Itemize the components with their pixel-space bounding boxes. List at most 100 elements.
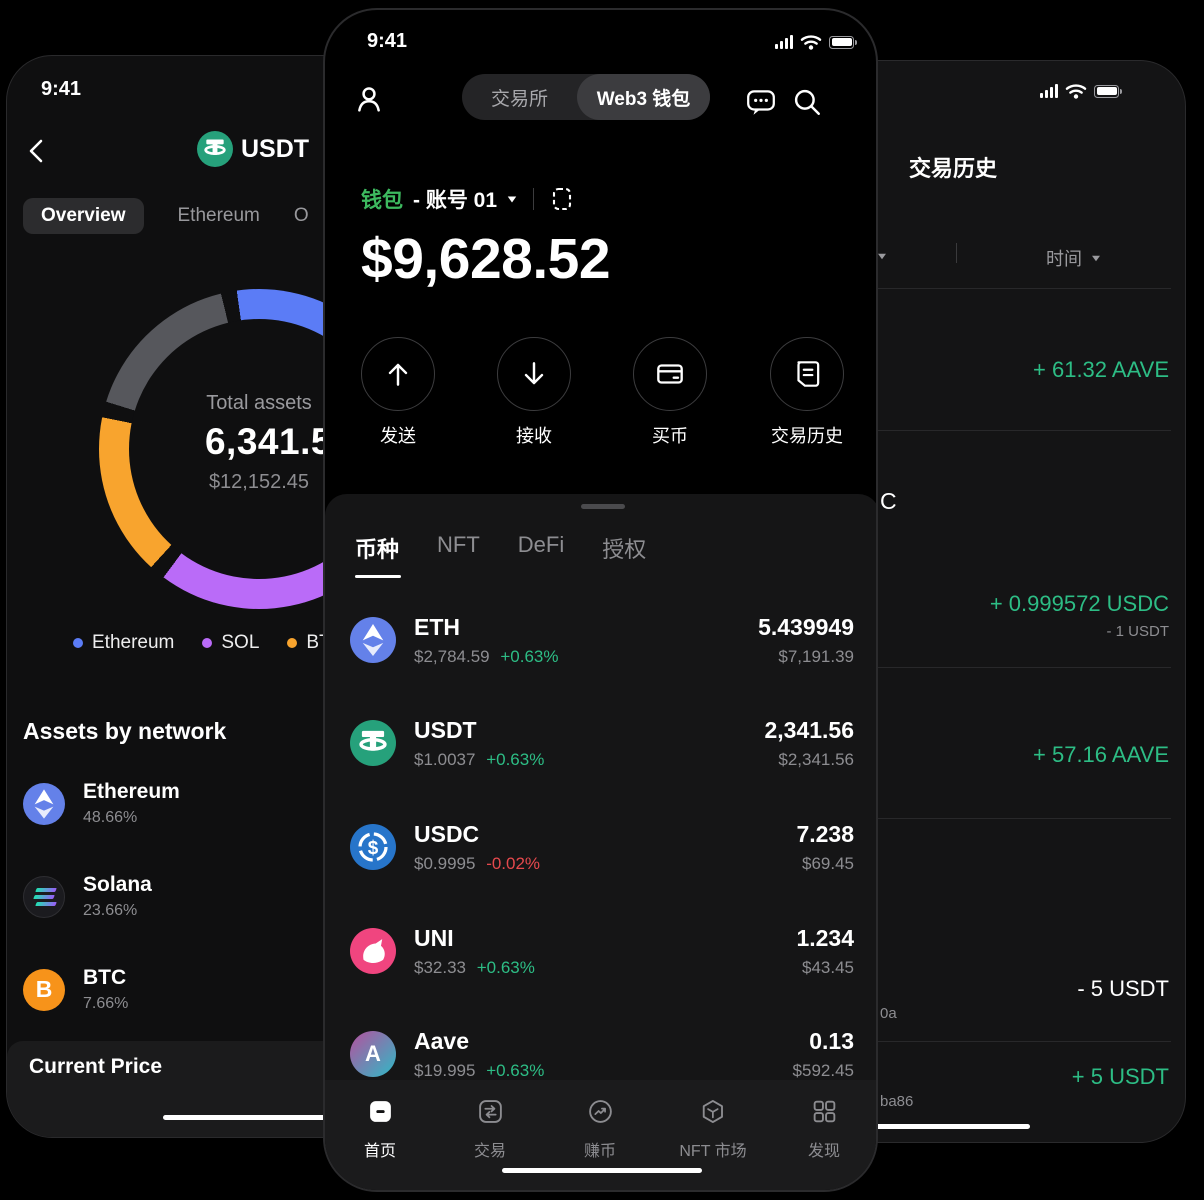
coin-row-usdt[interactable]: USDT $1.0037 +0.63% 2,341.56 $2,341.56 [350,714,854,772]
network-asset-row[interactable]: Ethereum 48.66% [23,780,180,827]
tx-sub-amount: - 1 USDT [1106,623,1169,640]
nav-label: 交易 [473,1143,507,1160]
receive-arrow-down-icon [497,337,571,411]
network-asset-row[interactable]: Solana 23.66% [23,873,152,920]
sheet-tab-DeFi[interactable]: DeFi [517,532,565,557]
transaction-row[interactable]: + 5 USDT [871,1064,1169,1090]
transaction-row[interactable]: + 57.16 AAVE [871,742,1169,768]
coin-row-uni[interactable]: UNI $32.33 +0.63% 1.234 $43.45 [350,922,854,980]
uni-icon [350,928,396,974]
coin-row-eth[interactable]: ETH $2,784.59 +0.63% 5.439949 $7,191.39 [350,611,854,669]
total-balance: $9,628.52 [361,227,611,291]
btc-icon: B [23,968,65,1011]
coin-change: +0.63% [500,646,559,666]
assets-by-network-list: Ethereum 48.66% Solana 23.66% B BTC 7.66% [7,56,585,1137]
legend-item-ethereum: Ethereum [73,632,174,654]
wifi-icon [800,35,822,50]
tab-web3-wallet[interactable]: Web3 钱包 [577,74,710,120]
signal-icon [774,35,793,49]
hidden-filter-caret-fragment[interactable] [878,253,886,260]
donut-legend: EthereumSOLBTC [73,632,344,654]
nav-nft-market[interactable]: NFT 市场 [679,1098,747,1161]
account-label: - 账号 01 [413,189,498,212]
legend-dot [202,638,213,648]
wallet-account-row[interactable]: 钱包 - 账号 01 [361,184,574,214]
network-name: Ethereum [83,780,180,803]
nav-label: NFT 市场 [679,1143,747,1160]
coin-amount: 0.13 [809,1027,854,1054]
network-asset-row[interactable]: B BTC 7.66% [23,966,128,1013]
asset-tab-overview[interactable]: Overview [23,198,144,234]
action-buy-card[interactable]: 买币 [633,337,707,448]
tx-amount: - 5 USDT [1077,976,1169,1001]
nav-label: 发现 [807,1143,841,1160]
signal-icon [1039,84,1058,98]
battery-icon [829,35,857,49]
transaction-row[interactable]: - 5 USDT [871,976,1169,1002]
divider [533,188,535,210]
coin-amount: 5.439949 [758,613,854,640]
network-share: 48.66% [83,809,138,826]
network-share: 23.66% [83,902,138,919]
earn-icon [586,1098,613,1130]
usdt-icon [350,720,396,766]
drag-handle-icon[interactable] [581,504,625,509]
eth-icon [350,617,396,663]
sheet-tab-NFT[interactable]: NFT [437,532,480,557]
nft-market-icon [699,1098,726,1130]
home-indicator [163,1115,435,1120]
coin-price: $1.0037 [414,749,476,769]
nav-trade[interactable]: 交易 [474,1098,506,1161]
action-history-document[interactable]: 交易历史 [770,337,844,448]
legend-dot [73,638,83,648]
solana-icon [23,875,65,918]
donut-title: Total assets [206,392,312,414]
tx-amount: + 5 USDT [1071,1064,1169,1089]
page-title: USDT [241,135,310,163]
action-receive-arrow-down[interactable]: 接收 [497,337,571,448]
transaction-row[interactable]: + 61.32 AAVE [871,357,1169,383]
status-time: 9:41 [41,78,82,100]
coin-price: $19.995 [414,1060,476,1080]
chat-icon[interactable] [745,86,777,118]
sheet-tab-授权[interactable]: 授权 [602,537,647,562]
filter-divider [956,243,957,263]
action-label: 发送 [380,426,416,446]
coin-row-aave[interactable]: A Aave $19.995 +0.63% 0.13 $592.45 [350,1025,854,1083]
coin-price: $32.33 [414,957,466,977]
action-send-arrow-up[interactable]: 发送 [361,337,435,448]
sheet-tab-币种[interactable]: 币种 [355,532,401,578]
status-icons [774,34,857,50]
tx-address-fragment: ba86 [880,1093,914,1110]
action-label: 交易历史 [771,426,843,446]
active-tab-underline [355,574,401,578]
battery-icon [1094,84,1122,98]
coin-value: $7,191.39 [778,646,854,666]
coin-change: +0.63% [486,1060,545,1080]
transaction-row[interactable]: + 0.999572 USDC [871,591,1169,617]
tab-exchange[interactable]: 交易所 [490,88,548,110]
connect-device-icon[interactable] [550,186,574,212]
aave-icon: A [350,1031,396,1077]
coin-value: $2,341.56 [778,749,854,769]
nav-discover[interactable]: 发现 [808,1098,840,1161]
svg-text:$: $ [368,838,379,859]
wifi-icon [1065,84,1087,99]
asset-tab-ethereum[interactable]: Ethereum [177,205,260,226]
asset-tabs: Overview Ethereum O [23,196,309,236]
tx-amount: + 57.16 AAVE [1033,742,1169,767]
assets-by-network-heading: Assets by network [23,718,227,744]
coin-list: ETH $2,784.59 +0.63% 5.439949 $7,191.39 … [325,494,876,1190]
nav-home[interactable]: 首页 [364,1098,396,1161]
chevron-down-icon [507,196,517,202]
legend-label: Ethereum [92,632,175,653]
search-icon[interactable] [791,86,823,118]
tx-amount: + 61.32 AAVE [1033,357,1169,382]
time-filter[interactable]: 时间 [1046,245,1101,271]
asset-tab-o[interactable]: O [293,205,309,226]
coin-row-usdc[interactable]: $ USDC $0.9995 -0.02% 7.238 $69.45 [350,818,854,876]
profile-icon[interactable] [352,82,386,116]
back-icon[interactable] [23,136,53,166]
nav-earn[interactable]: 赚币 [584,1098,616,1161]
